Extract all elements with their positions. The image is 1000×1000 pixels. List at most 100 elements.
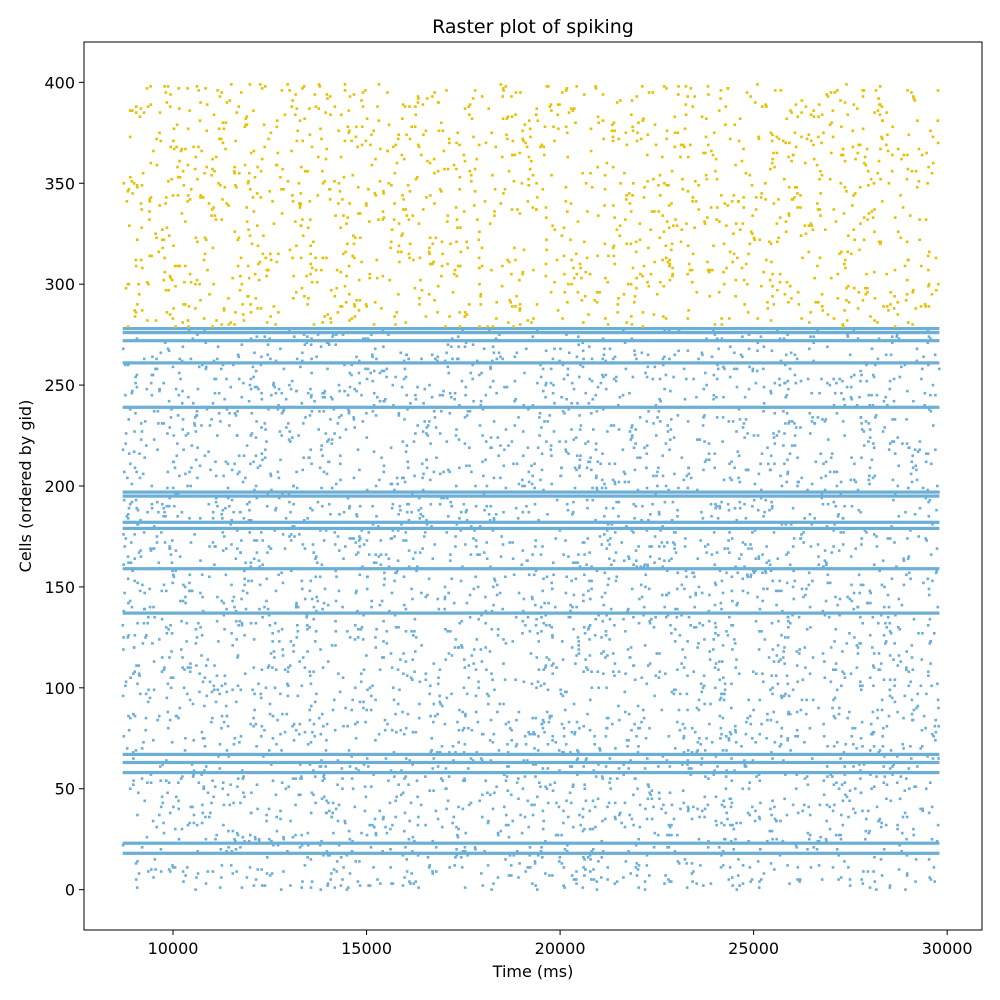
spike-mark bbox=[238, 470, 241, 474]
spike-mark bbox=[836, 603, 839, 607]
spike-mark bbox=[737, 454, 741, 457]
spike-mark bbox=[458, 517, 461, 520]
spike-mark bbox=[137, 872, 141, 875]
spike-mark bbox=[478, 553, 481, 556]
spike-mark bbox=[717, 668, 720, 671]
spike-mark bbox=[335, 870, 339, 873]
spike-mark bbox=[787, 422, 790, 425]
spike-mark bbox=[588, 579, 591, 583]
spike-mark bbox=[600, 543, 604, 546]
spike-mark bbox=[345, 854, 349, 857]
spike-mark bbox=[435, 456, 438, 459]
spike-mark bbox=[504, 722, 508, 726]
spike-mark bbox=[637, 864, 641, 867]
spike-mark bbox=[594, 825, 597, 829]
spike-mark bbox=[654, 143, 658, 147]
spike-mark bbox=[147, 282, 150, 286]
spike-mark bbox=[876, 716, 879, 720]
spike-mark bbox=[309, 448, 312, 451]
spike-mark bbox=[534, 539, 537, 542]
spike-mark bbox=[391, 686, 395, 690]
spike-mark bbox=[183, 749, 187, 752]
spike-mark bbox=[417, 508, 420, 512]
spike-mark bbox=[253, 835, 257, 839]
spike-mark bbox=[256, 466, 260, 470]
spike-mark bbox=[643, 446, 646, 449]
spike-mark bbox=[835, 484, 839, 488]
spike-mark bbox=[248, 531, 251, 534]
spike-mark bbox=[707, 93, 710, 96]
spike-mark bbox=[602, 375, 605, 379]
spike-mark bbox=[353, 256, 356, 260]
spike-mark bbox=[576, 757, 579, 760]
spike-mark bbox=[281, 492, 284, 496]
spike-mark bbox=[795, 846, 798, 849]
spike-mark bbox=[677, 708, 681, 712]
spike-mark bbox=[235, 186, 238, 189]
spike-mark bbox=[334, 343, 337, 346]
spike-mark bbox=[781, 609, 784, 613]
spike-mark bbox=[137, 551, 141, 554]
spike-mark bbox=[233, 737, 237, 740]
spike-mark bbox=[536, 888, 539, 891]
spike-mark bbox=[257, 262, 260, 266]
spike-mark bbox=[622, 470, 626, 474]
spike-mark bbox=[443, 597, 447, 601]
spike-mark bbox=[411, 678, 414, 681]
spike-mark bbox=[612, 377, 616, 381]
spike-mark bbox=[847, 301, 851, 304]
spike-mark bbox=[581, 541, 585, 544]
spike-mark bbox=[445, 89, 448, 92]
spike-mark bbox=[161, 246, 164, 250]
spike-mark bbox=[763, 510, 766, 514]
spike-mark bbox=[865, 601, 869, 605]
spike-mark bbox=[266, 856, 269, 859]
spike-mark bbox=[170, 650, 173, 653]
spike-mark bbox=[585, 666, 588, 669]
spike-mark bbox=[631, 424, 634, 427]
spike-mark bbox=[324, 432, 328, 435]
spike-mark bbox=[194, 888, 197, 891]
spike-mark bbox=[295, 486, 299, 490]
spike-mark bbox=[791, 803, 795, 807]
spike-mark bbox=[809, 335, 812, 338]
spike-mark bbox=[842, 531, 845, 534]
spike-mark bbox=[573, 730, 577, 734]
spike-mark bbox=[931, 757, 935, 760]
spike-mark bbox=[746, 575, 749, 579]
spike-mark bbox=[708, 458, 711, 462]
spike-mark bbox=[640, 676, 644, 679]
spike-mark bbox=[511, 541, 514, 544]
spike-mark bbox=[171, 539, 174, 542]
spike-mark bbox=[811, 698, 815, 702]
spike-mark bbox=[334, 619, 337, 623]
spike-mark bbox=[845, 642, 849, 645]
spike-mark bbox=[559, 692, 563, 696]
spike-mark bbox=[532, 573, 536, 577]
spike-mark bbox=[521, 484, 524, 488]
spike-mark bbox=[244, 476, 247, 480]
spike-mark bbox=[283, 730, 287, 734]
spike-mark bbox=[329, 878, 332, 881]
spike-mark bbox=[492, 603, 495, 607]
spike-mark bbox=[848, 710, 851, 714]
spike-mark bbox=[502, 510, 505, 514]
spike-mark bbox=[411, 763, 414, 766]
spike-mark bbox=[208, 575, 211, 579]
spike-mark bbox=[853, 478, 856, 482]
spike-mark bbox=[124, 537, 128, 540]
spike-mark bbox=[386, 91, 389, 94]
spike-mark bbox=[188, 581, 191, 585]
spike-mark bbox=[914, 464, 917, 468]
spike-mark bbox=[280, 412, 284, 415]
spike-mark bbox=[561, 658, 565, 661]
spike-mark bbox=[777, 589, 780, 593]
spike-mark bbox=[241, 835, 245, 839]
spike-mark bbox=[549, 783, 552, 786]
spike-mark bbox=[303, 864, 307, 867]
spike-mark bbox=[367, 553, 371, 556]
spike-mark bbox=[860, 373, 863, 377]
spike-mark bbox=[523, 775, 527, 778]
spike-mark bbox=[780, 484, 784, 488]
